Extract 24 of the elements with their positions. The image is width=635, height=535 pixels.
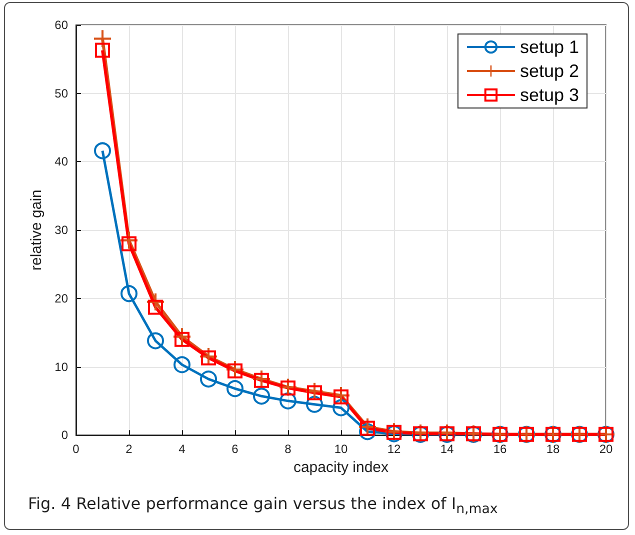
x-tick-label: 10 bbox=[334, 442, 348, 456]
y-tick-label: 20 bbox=[54, 291, 68, 306]
x-tick-label: 0 bbox=[72, 442, 80, 456]
y-tick-label: 0 bbox=[61, 428, 68, 442]
x-tick-label: 8 bbox=[284, 442, 292, 456]
y-axis-title: relative gain bbox=[28, 190, 45, 270]
y-tick-label: 30 bbox=[54, 223, 68, 238]
x-tick-label: 4 bbox=[178, 442, 186, 456]
legend-label: setup 2 bbox=[520, 61, 579, 81]
x-tick-label: 16 bbox=[493, 442, 507, 456]
y-tick-label: 50 bbox=[54, 86, 68, 100]
x-tick-label: 20 bbox=[599, 442, 613, 456]
x-tick-label: 14 bbox=[440, 442, 454, 456]
y-tick-label: 60 bbox=[54, 18, 68, 32]
x-axis-title: capacity index bbox=[293, 459, 390, 476]
x-tick-label: 12 bbox=[387, 442, 401, 456]
x-tick-label: 18 bbox=[546, 442, 560, 456]
legend-label: setup 3 bbox=[520, 85, 579, 105]
x-tick-label: 6 bbox=[232, 442, 239, 456]
caption: Fig. 4 Relative performance gain versus the index of I$_{n,max}$ bbox=[28, 494, 498, 518]
y-tick-label: 10 bbox=[54, 360, 68, 374]
y-tick-label: 40 bbox=[54, 154, 68, 169]
x-tick-label: 2 bbox=[126, 442, 133, 456]
legend-label: setup 1 bbox=[520, 37, 579, 57]
